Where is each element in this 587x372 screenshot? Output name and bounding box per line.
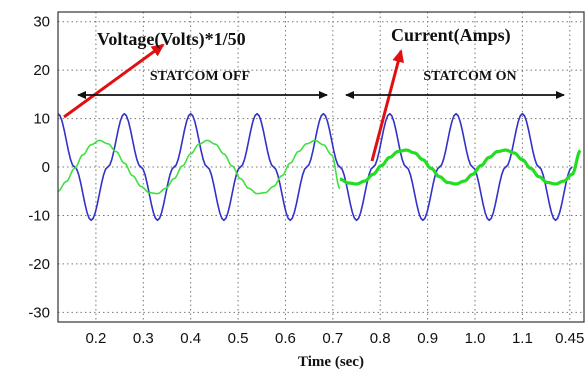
- y-tick-label: 0: [42, 159, 50, 176]
- y-tick-label: -20: [28, 256, 50, 273]
- statcom-on-label: STATCOM ON: [423, 69, 516, 84]
- voltage-annotation: Voltage(Volts)*1/50: [97, 29, 246, 50]
- x-tick-label: 0.8: [370, 330, 391, 347]
- statcom-off-label: STATCOM OFF: [150, 69, 250, 84]
- x-tick-label: 0.2: [85, 330, 106, 347]
- y-tick-label: 30: [33, 14, 50, 31]
- voltage-pointer-arrow: [63, 43, 165, 119]
- y-tick-label: -10: [28, 207, 50, 224]
- x-tick-label: 0.3: [133, 330, 154, 347]
- x-tick-label: 0.6: [275, 330, 296, 347]
- x-tick-label: 1.1: [512, 330, 533, 347]
- y-tick-label: 10: [33, 111, 50, 128]
- y-tick-label: -30: [28, 304, 50, 321]
- x-tick-label: 0.9: [417, 330, 438, 347]
- x-tick-labels: 0.2 0.3 0.4 0.5 0.6 0.7 0.8 0.9 1.0 1.1 0.45: [85, 330, 584, 347]
- plot-background: [58, 12, 584, 322]
- y-tick-labels: 30 20 10 0 -10 -20 -30: [28, 14, 50, 322]
- y-tick-label: 20: [33, 62, 50, 79]
- series-group: [58, 112, 582, 222]
- x-tick-label: 1.0: [465, 330, 486, 347]
- current-series-line-statcom-on: [339, 148, 582, 186]
- plot-frame: [57, 11, 585, 323]
- x-tick-label: 0.45: [555, 330, 584, 347]
- x-tick-label: 0.5: [228, 330, 249, 347]
- current-pointer-arrow: [370, 49, 404, 162]
- current-annotation: Current(Amps): [391, 25, 511, 46]
- current-series-line-statcom-off: [58, 139, 341, 195]
- x-axis-label: Time (sec): [298, 354, 364, 370]
- x-tick-label: 0.4: [180, 330, 201, 347]
- x-tick-label: 0.7: [322, 330, 343, 347]
